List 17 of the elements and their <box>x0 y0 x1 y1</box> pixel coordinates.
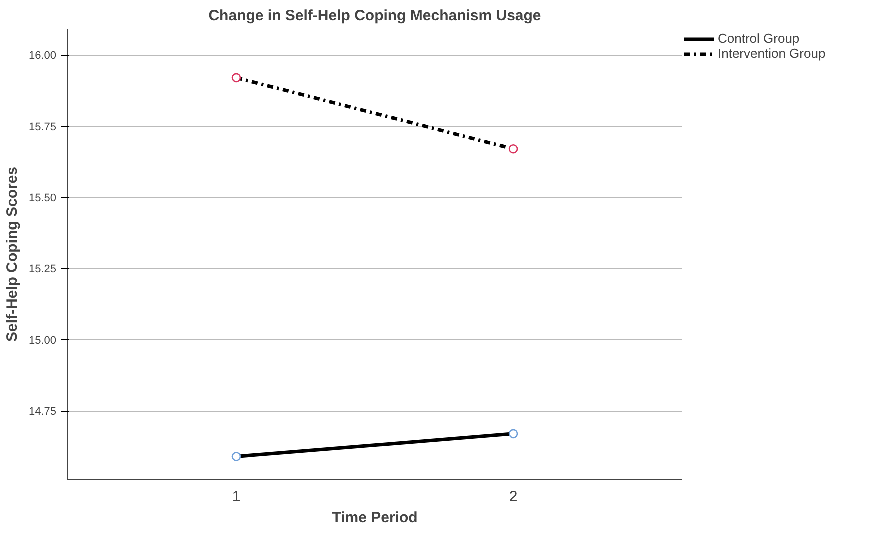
y-tick-label: 15.75 <box>28 121 57 134</box>
legend-label: Control Group <box>718 31 800 46</box>
point <box>232 452 242 462</box>
x-tick-label: 2 <box>509 488 518 506</box>
y-tick-label: 14.75 <box>28 406 57 418</box>
x-tick-label: 1 <box>232 488 241 506</box>
point <box>508 144 518 154</box>
legend-label: Intervention Group <box>718 46 826 61</box>
y-tick-label: 16.00 <box>28 50 57 62</box>
y-axis-title: Self-Help Coping Scores <box>4 166 21 342</box>
y-tick-label: 15.50 <box>28 192 57 205</box>
chart-title: Change in Self-Help Coping Mechanism Usage <box>208 8 542 24</box>
x-axis-title: Time Period <box>332 510 418 526</box>
y-tick-label: 15.25 <box>28 264 57 276</box>
point <box>232 73 242 83</box>
point <box>508 429 518 439</box>
y-tick-label: 15.00 <box>28 334 57 347</box>
